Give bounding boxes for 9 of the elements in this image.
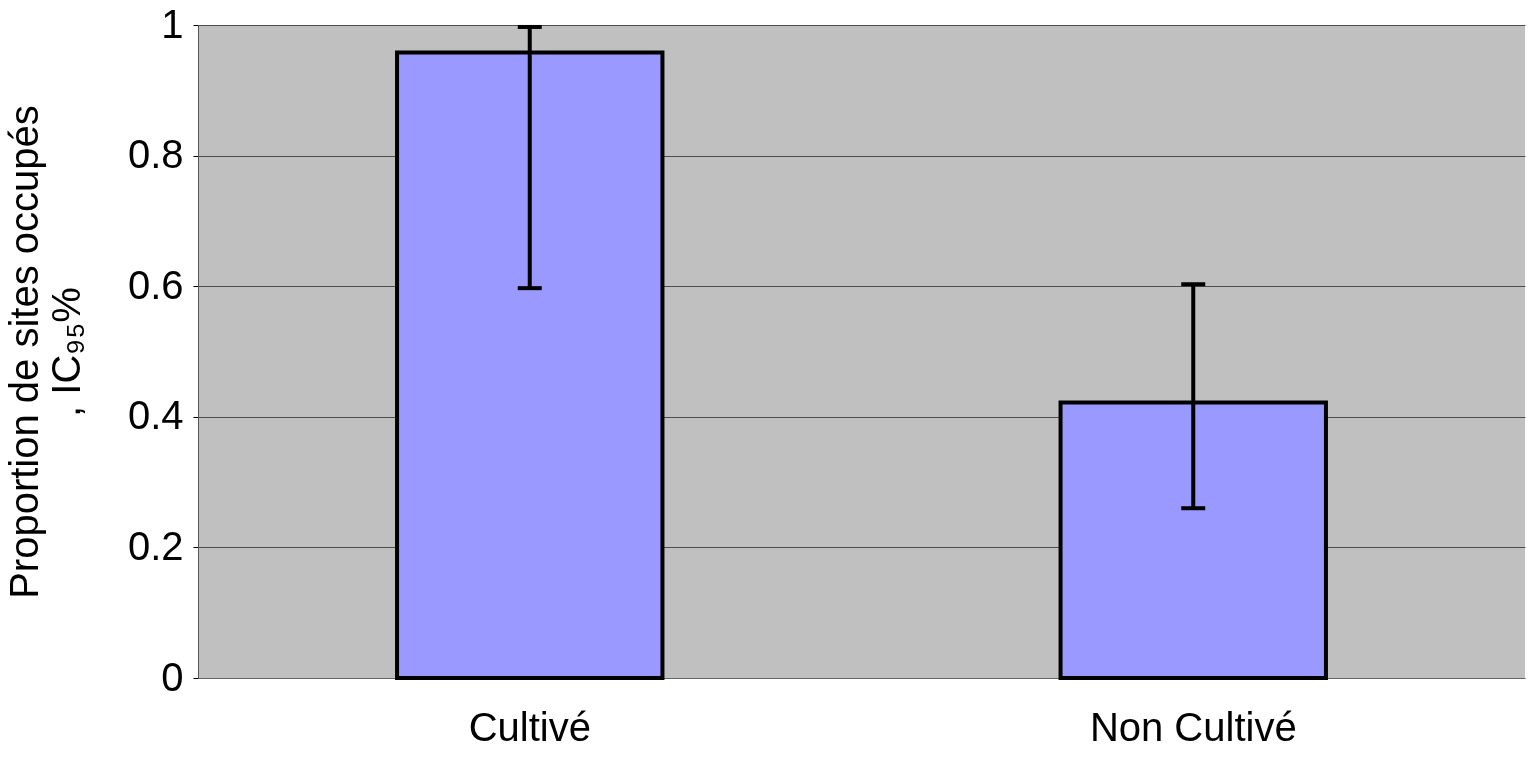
y-tick-label: 0 (161, 654, 184, 699)
y-axis-title: Proportion de sites occupés , IC₉₅% (1, 105, 88, 599)
x-tick-label: Non Cultivé (1089, 704, 1297, 749)
y-tick-label: 0.2 (127, 523, 184, 568)
y-tick-label: 0.8 (127, 132, 184, 177)
y-tick-label: 0.6 (127, 262, 184, 307)
x-tick-label: Cultivé (468, 704, 591, 749)
y-tick-label: 1 (161, 1, 184, 46)
y-tick-label: 0.4 (127, 393, 184, 438)
